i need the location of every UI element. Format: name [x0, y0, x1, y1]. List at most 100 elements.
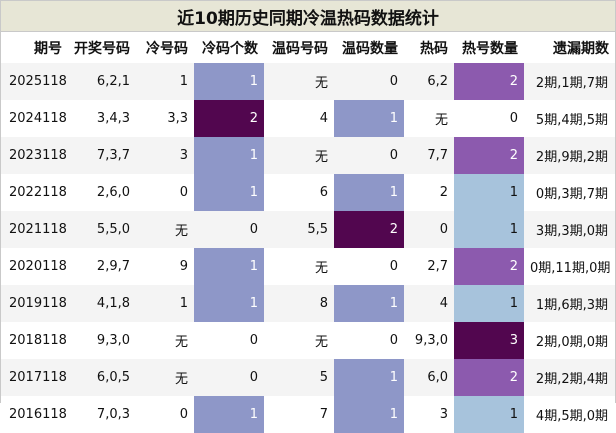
hot-count-cell: 3 — [454, 322, 524, 359]
warm-count-cell: 1 — [334, 285, 404, 322]
period-cell: 2022118 — [1, 174, 68, 211]
table-row: 2020118 2,9,7 9 1 无 0 2,7 2 0期,11期,0期 — [1, 248, 615, 285]
cold-cell: 3,3 — [136, 100, 194, 137]
warm-cell: 无 — [264, 63, 334, 100]
hot-count-cell: 2 — [454, 248, 524, 285]
cold-count-cell: 1 — [194, 396, 264, 433]
header-missed: 遗漏期数 — [524, 32, 615, 63]
header-hot: 热码 — [404, 32, 454, 63]
numbers-cell: 2,6,0 — [68, 174, 136, 211]
warm-count-cell: 0 — [334, 137, 404, 174]
table-header-row: 期号 开奖号码 冷号码 冷码个数 温码号码 温码数量 热码 热号数量 遗漏期数 — [1, 32, 615, 63]
cold-count-cell: 1 — [194, 137, 264, 174]
hot-count-cell: 1 — [454, 211, 524, 248]
header-warm-count: 温码数量 — [334, 32, 404, 63]
hot-count-cell: 1 — [454, 396, 524, 433]
hot-cell: 2,7 — [404, 248, 454, 285]
warm-cell: 5 — [264, 359, 334, 396]
warm-count-cell: 1 — [334, 359, 404, 396]
warm-count-cell: 1 — [334, 174, 404, 211]
warm-cell: 8 — [264, 285, 334, 322]
missed-cell: 1期,6期,3期 — [524, 285, 615, 322]
period-cell: 2018118 — [1, 322, 68, 359]
period-cell: 2017118 — [1, 359, 68, 396]
warm-count-cell: 0 — [334, 63, 404, 100]
hot-cell: 7,7 — [404, 137, 454, 174]
missed-cell: 2期,9期,2期 — [524, 137, 615, 174]
hot-cell: 2 — [404, 174, 454, 211]
missed-cell: 0期,11期,0期 — [524, 248, 615, 285]
numbers-cell: 3,4,3 — [68, 100, 136, 137]
cold-cell: 9 — [136, 248, 194, 285]
header-numbers: 开奖号码 — [68, 32, 136, 63]
warm-cell: 无 — [264, 322, 334, 359]
period-cell: 2020118 — [1, 248, 68, 285]
numbers-cell: 2,9,7 — [68, 248, 136, 285]
warm-count-cell: 1 — [334, 396, 404, 433]
cold-cell: 无 — [136, 211, 194, 248]
missed-cell: 2期,1期,7期 — [524, 63, 615, 100]
cold-count-cell: 1 — [194, 285, 264, 322]
warm-cell: 无 — [264, 137, 334, 174]
missed-cell: 5期,4期,5期 — [524, 100, 615, 137]
page-title: 近10期历史同期冷温热码数据统计 — [1, 1, 615, 32]
header-cold: 冷号码 — [136, 32, 194, 63]
period-cell: 2021118 — [1, 211, 68, 248]
missed-cell: 2期,2期,4期 — [524, 359, 615, 396]
numbers-cell: 4,1,8 — [68, 285, 136, 322]
cold-count-cell: 2 — [194, 100, 264, 137]
period-cell: 2025118 — [1, 63, 68, 100]
missed-cell: 4期,5期,0期 — [524, 396, 615, 433]
cold-count-cell: 1 — [194, 248, 264, 285]
warm-cell: 无 — [264, 248, 334, 285]
table-row: 2023118 7,3,7 3 1 无 0 7,7 2 2期,9期,2期 — [1, 137, 615, 174]
table-row: 2017118 6,0,5 无 0 5 1 6,0 2 2期,2期,4期 — [1, 359, 615, 396]
warm-cell: 7 — [264, 396, 334, 433]
cold-cell: 3 — [136, 137, 194, 174]
cold-count-cell: 0 — [194, 359, 264, 396]
cold-count-cell: 1 — [194, 63, 264, 100]
numbers-cell: 6,0,5 — [68, 359, 136, 396]
cold-count-cell: 1 — [194, 174, 264, 211]
cold-cell: 0 — [136, 396, 194, 433]
table-row: 2024118 3,4,3 3,3 2 4 1 无 0 5期,4期,5期 — [1, 100, 615, 137]
period-cell: 2016118 — [1, 396, 68, 433]
missed-cell: 3期,3期,0期 — [524, 211, 615, 248]
hot-cell: 3 — [404, 396, 454, 433]
cold-cell: 无 — [136, 322, 194, 359]
hot-cell: 9,3,0 — [404, 322, 454, 359]
cold-cell: 1 — [136, 285, 194, 322]
warm-count-cell: 1 — [334, 100, 404, 137]
warm-count-cell: 0 — [334, 322, 404, 359]
warm-count-cell: 0 — [334, 248, 404, 285]
hot-cell: 6,0 — [404, 359, 454, 396]
period-cell: 2024118 — [1, 100, 68, 137]
hot-count-cell: 2 — [454, 63, 524, 100]
header-cold-count: 冷码个数 — [194, 32, 264, 63]
table-row: 2025118 6,2,1 1 1 无 0 6,2 2 2期,1期,7期 — [1, 63, 615, 100]
missed-cell: 0期,3期,7期 — [524, 174, 615, 211]
hot-count-cell: 0 — [454, 100, 524, 137]
cold-cell: 无 — [136, 359, 194, 396]
table-row: 2016118 7,0,3 0 1 7 1 3 1 4期,5期,0期 — [1, 396, 615, 433]
numbers-cell: 9,3,0 — [68, 322, 136, 359]
warm-cell: 4 — [264, 100, 334, 137]
numbers-cell: 6,2,1 — [68, 63, 136, 100]
numbers-cell: 5,5,0 — [68, 211, 136, 248]
table-row: 2019118 4,1,8 1 1 8 1 4 1 1期,6期,3期 — [1, 285, 615, 322]
warm-cell: 6 — [264, 174, 334, 211]
numbers-cell: 7,3,7 — [68, 137, 136, 174]
hot-count-cell: 2 — [454, 137, 524, 174]
table-row: 2021118 5,5,0 无 0 5,5 2 0 1 3期,3期,0期 — [1, 211, 615, 248]
hot-count-cell: 1 — [454, 285, 524, 322]
hot-cell: 4 — [404, 285, 454, 322]
hot-cell: 6,2 — [404, 63, 454, 100]
table-row: 2022118 2,6,0 0 1 6 1 2 1 0期,3期,7期 — [1, 174, 615, 211]
header-period: 期号 — [1, 32, 68, 63]
cold-cell: 0 — [136, 174, 194, 211]
stats-table: 期号 开奖号码 冷号码 冷码个数 温码号码 温码数量 热码 热号数量 遗漏期数 … — [1, 32, 615, 433]
warm-cell: 5,5 — [264, 211, 334, 248]
numbers-cell: 7,0,3 — [68, 396, 136, 433]
cold-cell: 1 — [136, 63, 194, 100]
